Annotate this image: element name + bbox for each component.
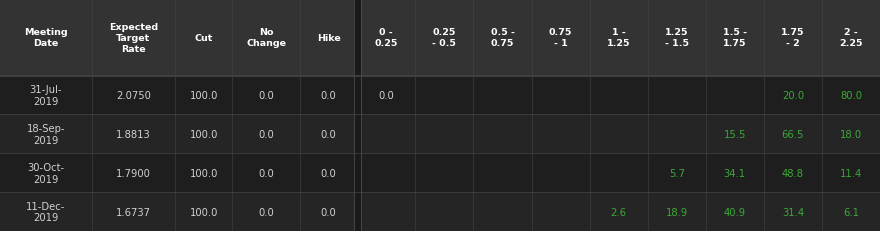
Text: 0.0: 0.0 <box>320 207 336 217</box>
Text: 11-Dec-
2019: 11-Dec- 2019 <box>26 201 65 222</box>
Text: Meeting
Date: Meeting Date <box>24 28 68 48</box>
Bar <box>0 154 880 192</box>
Text: 18.9: 18.9 <box>665 207 688 217</box>
Bar <box>0 192 880 231</box>
Text: 0.0: 0.0 <box>320 168 336 178</box>
Text: 100.0: 100.0 <box>189 168 218 178</box>
Text: 11.4: 11.4 <box>840 168 862 178</box>
Text: 1.75
- 2: 1.75 - 2 <box>781 28 804 48</box>
Text: 66.5: 66.5 <box>781 129 804 139</box>
Text: 0.25
- 0.5: 0.25 - 0.5 <box>432 28 457 48</box>
Text: 0.0: 0.0 <box>258 91 274 100</box>
Text: 0.5 -
0.75: 0.5 - 0.75 <box>490 28 515 48</box>
Text: 100.0: 100.0 <box>189 207 218 217</box>
Text: 30-Oct-
2019: 30-Oct- 2019 <box>27 162 64 184</box>
Text: 100.0: 100.0 <box>189 91 218 100</box>
Text: 2.0750: 2.0750 <box>116 91 150 100</box>
Text: 1.6737: 1.6737 <box>116 207 150 217</box>
Text: 34.1: 34.1 <box>723 168 746 178</box>
Text: 0.0: 0.0 <box>320 91 336 100</box>
Text: 1.8813: 1.8813 <box>116 129 150 139</box>
Text: 2 -
2.25: 2 - 2.25 <box>840 28 862 48</box>
Text: 31-Jul-
2019: 31-Jul- 2019 <box>30 85 62 106</box>
Text: 48.8: 48.8 <box>781 168 803 178</box>
Text: 15.5: 15.5 <box>723 129 746 139</box>
Text: 1.5 -
1.75: 1.5 - 1.75 <box>722 28 747 48</box>
Text: 20.0: 20.0 <box>781 91 804 100</box>
Text: 1 -
1.25: 1 - 1.25 <box>607 28 630 48</box>
Text: 1.25
- 1.5: 1.25 - 1.5 <box>664 28 689 48</box>
Text: 0.0: 0.0 <box>378 91 394 100</box>
Text: 0.0: 0.0 <box>258 129 274 139</box>
Text: No
Change: No Change <box>246 28 286 48</box>
Bar <box>0 0 880 76</box>
Text: Expected
Target
Rate: Expected Target Rate <box>109 23 158 54</box>
Bar <box>0 115 880 154</box>
Bar <box>354 0 361 231</box>
Bar <box>0 76 880 115</box>
Text: 80.0: 80.0 <box>840 91 862 100</box>
Text: 2.6: 2.6 <box>611 207 627 217</box>
Text: 1.7900: 1.7900 <box>116 168 150 178</box>
Text: 31.4: 31.4 <box>781 207 804 217</box>
Text: 0 -
0.25: 0 - 0.25 <box>375 28 398 48</box>
Text: 40.9: 40.9 <box>723 207 746 217</box>
Text: 0.0: 0.0 <box>258 207 274 217</box>
Text: Cut: Cut <box>194 34 213 43</box>
Text: 0.75
- 1: 0.75 - 1 <box>549 28 572 48</box>
Text: 18.0: 18.0 <box>840 129 862 139</box>
Text: 6.1: 6.1 <box>843 207 859 217</box>
Text: 0.0: 0.0 <box>258 168 274 178</box>
Text: Hike: Hike <box>317 34 341 43</box>
Text: 0.0: 0.0 <box>320 129 336 139</box>
Text: 100.0: 100.0 <box>189 129 218 139</box>
Text: 18-Sep-
2019: 18-Sep- 2019 <box>26 124 65 145</box>
Text: 5.7: 5.7 <box>669 168 685 178</box>
